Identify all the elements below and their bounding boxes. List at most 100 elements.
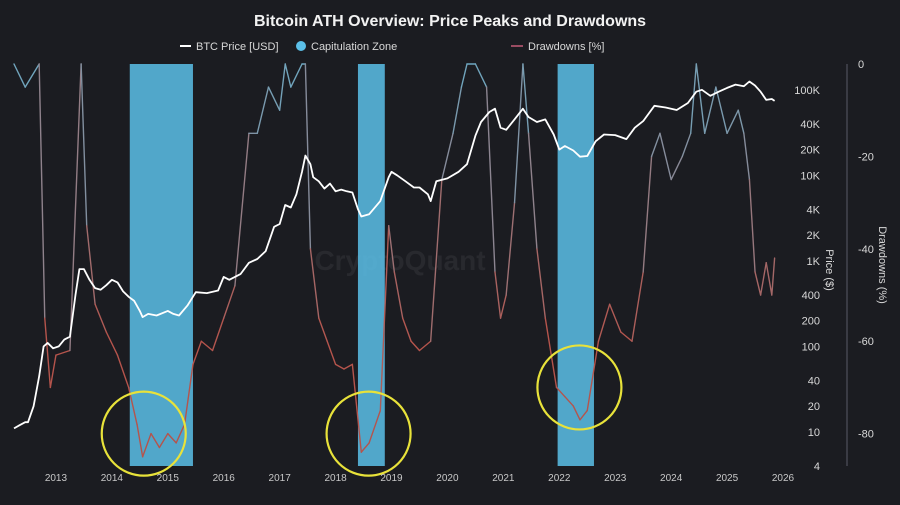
drawdown-segment: [460, 63, 468, 88]
drawdown-segment: [24, 63, 40, 88]
drawdown-segment: [513, 63, 524, 204]
drawdown-segment: [690, 63, 698, 135]
x-tick-label: 2013: [45, 473, 68, 484]
drawdown-segment: [175, 423, 186, 444]
price-tick-label: 4K: [807, 204, 821, 216]
drawdown-segment: [695, 63, 706, 135]
legend-price-label: BTC Price [USD]: [196, 41, 279, 53]
drawdown-segment: [256, 86, 270, 135]
drawdown-segment: [284, 63, 292, 88]
drawdown-segment: [754, 271, 762, 296]
drawdown-segment: [278, 63, 286, 111]
drawdown-segment: [55, 349, 71, 356]
drawdown-segment: [393, 271, 404, 319]
drawdown-segment: [586, 340, 600, 412]
chart-title: Bitcoin ATH Overview: Price Peaks and Dr…: [254, 13, 646, 30]
drawdown-segment: [418, 340, 432, 352]
drawdown-segment: [579, 409, 588, 421]
drawdown-segment: [183, 363, 194, 426]
drawdown-series: [13, 63, 776, 458]
x-tick-label: 2017: [269, 473, 292, 484]
drawdown-segment: [681, 132, 692, 158]
drawdown-segment: [642, 155, 653, 273]
price-tick-label: 1K: [807, 256, 821, 268]
drawdown-segment: [49, 354, 57, 389]
drawdown-segment: [759, 261, 767, 296]
drawdown-segment: [555, 386, 566, 398]
price-tick-label: 2K: [807, 230, 821, 242]
price-tick-label: 40: [808, 375, 820, 387]
drawdown-segment: [326, 340, 337, 366]
drawdown-segment: [141, 432, 152, 458]
drawdown-tick-label: -20: [858, 151, 874, 163]
price-series: [13, 80, 776, 430]
x-tick-label: 2025: [716, 473, 739, 484]
drawdown-segment: [715, 86, 728, 135]
drawdown-tick-label: -80: [858, 429, 874, 441]
price-axis: 100K 40K 20K 10K 4K 2K 1K 400 200 100 40 20 10 4: [794, 85, 820, 473]
highlight-circle-0: [100, 390, 187, 477]
drawdown-segment: [659, 132, 672, 181]
drawdown-segment: [494, 271, 502, 319]
price-tick-label: 20: [808, 401, 820, 413]
drawdown-segment: [192, 340, 203, 366]
drawdown-segment: [474, 63, 488, 88]
drawdown-segment: [597, 303, 611, 342]
drawdown-segment: [80, 63, 88, 227]
drawdown-segment: [150, 432, 161, 449]
highlight-circles: [100, 344, 623, 477]
x-tick-label: 2019: [380, 473, 403, 484]
highlight-circle-2: [536, 344, 623, 431]
drawdown-segment: [485, 86, 496, 273]
drawdown-segment: [388, 225, 396, 273]
price-tick-label: 40K: [800, 119, 820, 131]
drawdown-segment: [318, 317, 328, 342]
drawdown-tick-label: -60: [858, 336, 874, 348]
x-tick-label: 2022: [548, 473, 571, 484]
drawdown-segment: [544, 317, 558, 389]
price-tick-label: 10K: [800, 170, 820, 182]
drawdown-segment: [737, 109, 745, 135]
drawdown-segment: [527, 132, 538, 250]
drawdown-axis: 0 -20 -40 -60 -80: [846, 59, 874, 466]
drawdown-segment: [631, 271, 644, 342]
highlight-circle-1: [325, 390, 412, 477]
legend: BTC Price [USD] Capitulation Zone Drawdo…: [180, 41, 604, 53]
capitulation-zone-2: [557, 64, 594, 466]
legend-drawdown-label: Drawdowns [%]: [528, 41, 604, 53]
drawdown-segment: [309, 248, 320, 319]
price-tick-label: 100: [802, 341, 820, 353]
drawdown-segment: [223, 285, 236, 319]
watermark: CryptoQuant: [314, 245, 485, 276]
drawdown-segment: [505, 201, 516, 296]
capitulation-zone-0: [129, 64, 193, 466]
drawdown-segment: [234, 132, 250, 287]
drawdown-segment: [620, 331, 633, 342]
drawdown-segment: [608, 303, 622, 333]
drawdown-segment: [748, 178, 756, 273]
drawdown-segment: [401, 317, 412, 342]
drawdown-segment: [368, 409, 382, 444]
x-tick-label: 2014: [101, 473, 124, 484]
price-tick-label: 200: [802, 316, 820, 328]
drawdown-segment: [267, 86, 281, 111]
drawdown-segment: [360, 442, 370, 453]
drawdown-segment: [13, 63, 26, 88]
x-tick-label: 2021: [492, 473, 515, 484]
x-tick-label: 2016: [213, 473, 236, 484]
price-tick-label: 10: [808, 427, 820, 439]
drawdown-segment: [44, 317, 52, 389]
x-tick-label: 2023: [604, 473, 627, 484]
drawdown-segment: [304, 63, 312, 250]
drawdown-segment: [726, 109, 739, 135]
drawdown-segment: [536, 248, 547, 319]
legend-capitulation-swatch: [296, 41, 306, 51]
drawdown-segment: [765, 261, 773, 296]
price-tick-label: 4: [814, 461, 820, 473]
drawdown-segment: [290, 63, 303, 88]
drawdown-segment: [158, 432, 169, 449]
drawdown-segment: [136, 423, 144, 458]
x-axis: 2013 2014 2015 2016 2017 2018 2019 2020 2021 2022…: [45, 473, 795, 484]
drawdown-segment: [771, 257, 776, 296]
